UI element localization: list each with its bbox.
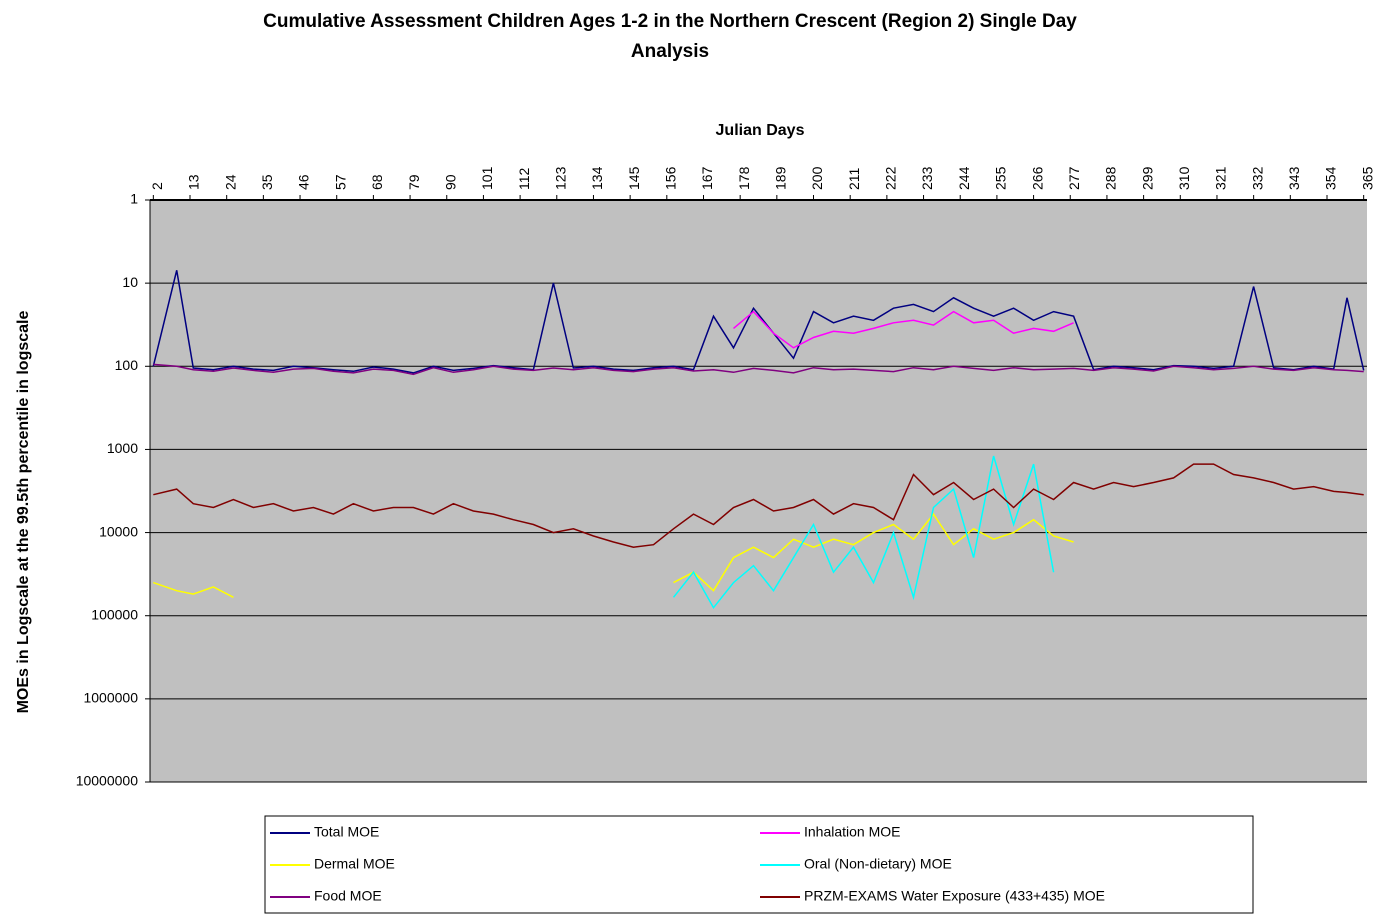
x-tick-label: 277 — [1066, 166, 1082, 190]
series-line — [152, 270, 1365, 374]
x-tick-label: 266 — [1029, 166, 1045, 190]
y-tick-label: 100000 — [91, 606, 138, 622]
x-tick-label: 310 — [1176, 166, 1192, 190]
x-tick-label: 112 — [516, 167, 532, 190]
x-tick-label: 101 — [479, 166, 495, 190]
y-tick-label: 10000000 — [76, 773, 139, 789]
y-tick-label: 1000000 — [83, 690, 138, 706]
legend-box — [264, 815, 1254, 914]
x-tick-label: 200 — [809, 166, 825, 190]
x-tick-label: 354 — [1323, 166, 1339, 190]
x-tick-label: 288 — [1103, 166, 1119, 190]
x-tick-label: 79 — [406, 174, 422, 190]
x-tick-label: 365 — [1359, 166, 1375, 190]
x-tick-label: 13 — [186, 174, 202, 190]
x-tick-label: 90 — [442, 174, 458, 190]
y-tick-label: 1000 — [107, 440, 138, 456]
legend-label: Oral (Non-dietary) MOE — [804, 856, 952, 872]
legend-label: Dermal MOE — [314, 856, 395, 872]
x-tick-label: 24 — [222, 174, 238, 190]
x-tick-label: 156 — [663, 166, 679, 190]
y-tick-label: 1 — [130, 191, 138, 207]
x-tick-label: 68 — [369, 174, 385, 190]
x-tick-label: 2 — [149, 182, 165, 190]
plot-area — [150, 200, 1367, 782]
x-tick-label: 167 — [699, 166, 715, 190]
x-tick-label: 178 — [736, 166, 752, 190]
y-tick-label: 10 — [122, 274, 138, 290]
x-tick-label: 244 — [956, 166, 972, 190]
x-tick-label: 343 — [1286, 166, 1302, 190]
series-line — [672, 455, 1055, 610]
x-tick-label: 189 — [773, 166, 789, 190]
x-tick-label: 57 — [332, 174, 348, 190]
x-tick-label: 46 — [296, 174, 312, 190]
x-tick-label: 255 — [993, 166, 1009, 190]
y-tick-label: 100 — [115, 357, 139, 373]
x-tick-label: 233 — [919, 166, 935, 190]
legend-label: Inhalation MOE — [804, 824, 901, 840]
x-tick-label: 145 — [626, 166, 642, 190]
series-line — [153, 512, 1074, 598]
series-line — [153, 363, 1364, 376]
x-tick-label: 134 — [589, 166, 605, 190]
x-tick-label: 332 — [1249, 166, 1265, 190]
x-tick-label: 222 — [883, 166, 899, 190]
chart-title: Cumulative Assessment Children Ages 1-2 … — [263, 11, 1077, 62]
legend-label: PRZM-EXAMS Water Exposure (433+435) MOE — [804, 888, 1105, 904]
x-tick-label: 321 — [1213, 166, 1229, 190]
x-tick-label: 123 — [552, 166, 568, 190]
legend-label: Food MOE — [314, 888, 382, 904]
x-tick-label: 211 — [846, 167, 862, 190]
legend-label: Total MOE — [314, 824, 379, 840]
series-line — [153, 463, 1364, 548]
x-tick-label: 35 — [259, 174, 275, 190]
series-line — [733, 310, 1074, 349]
x-axis-title: Julian Days — [716, 122, 805, 139]
x-tick-label: 299 — [1139, 166, 1155, 190]
y-tick-label: 10000 — [99, 523, 138, 539]
y-axis-title: MOEs in Logscale at the 99.5th percentil… — [15, 311, 32, 714]
